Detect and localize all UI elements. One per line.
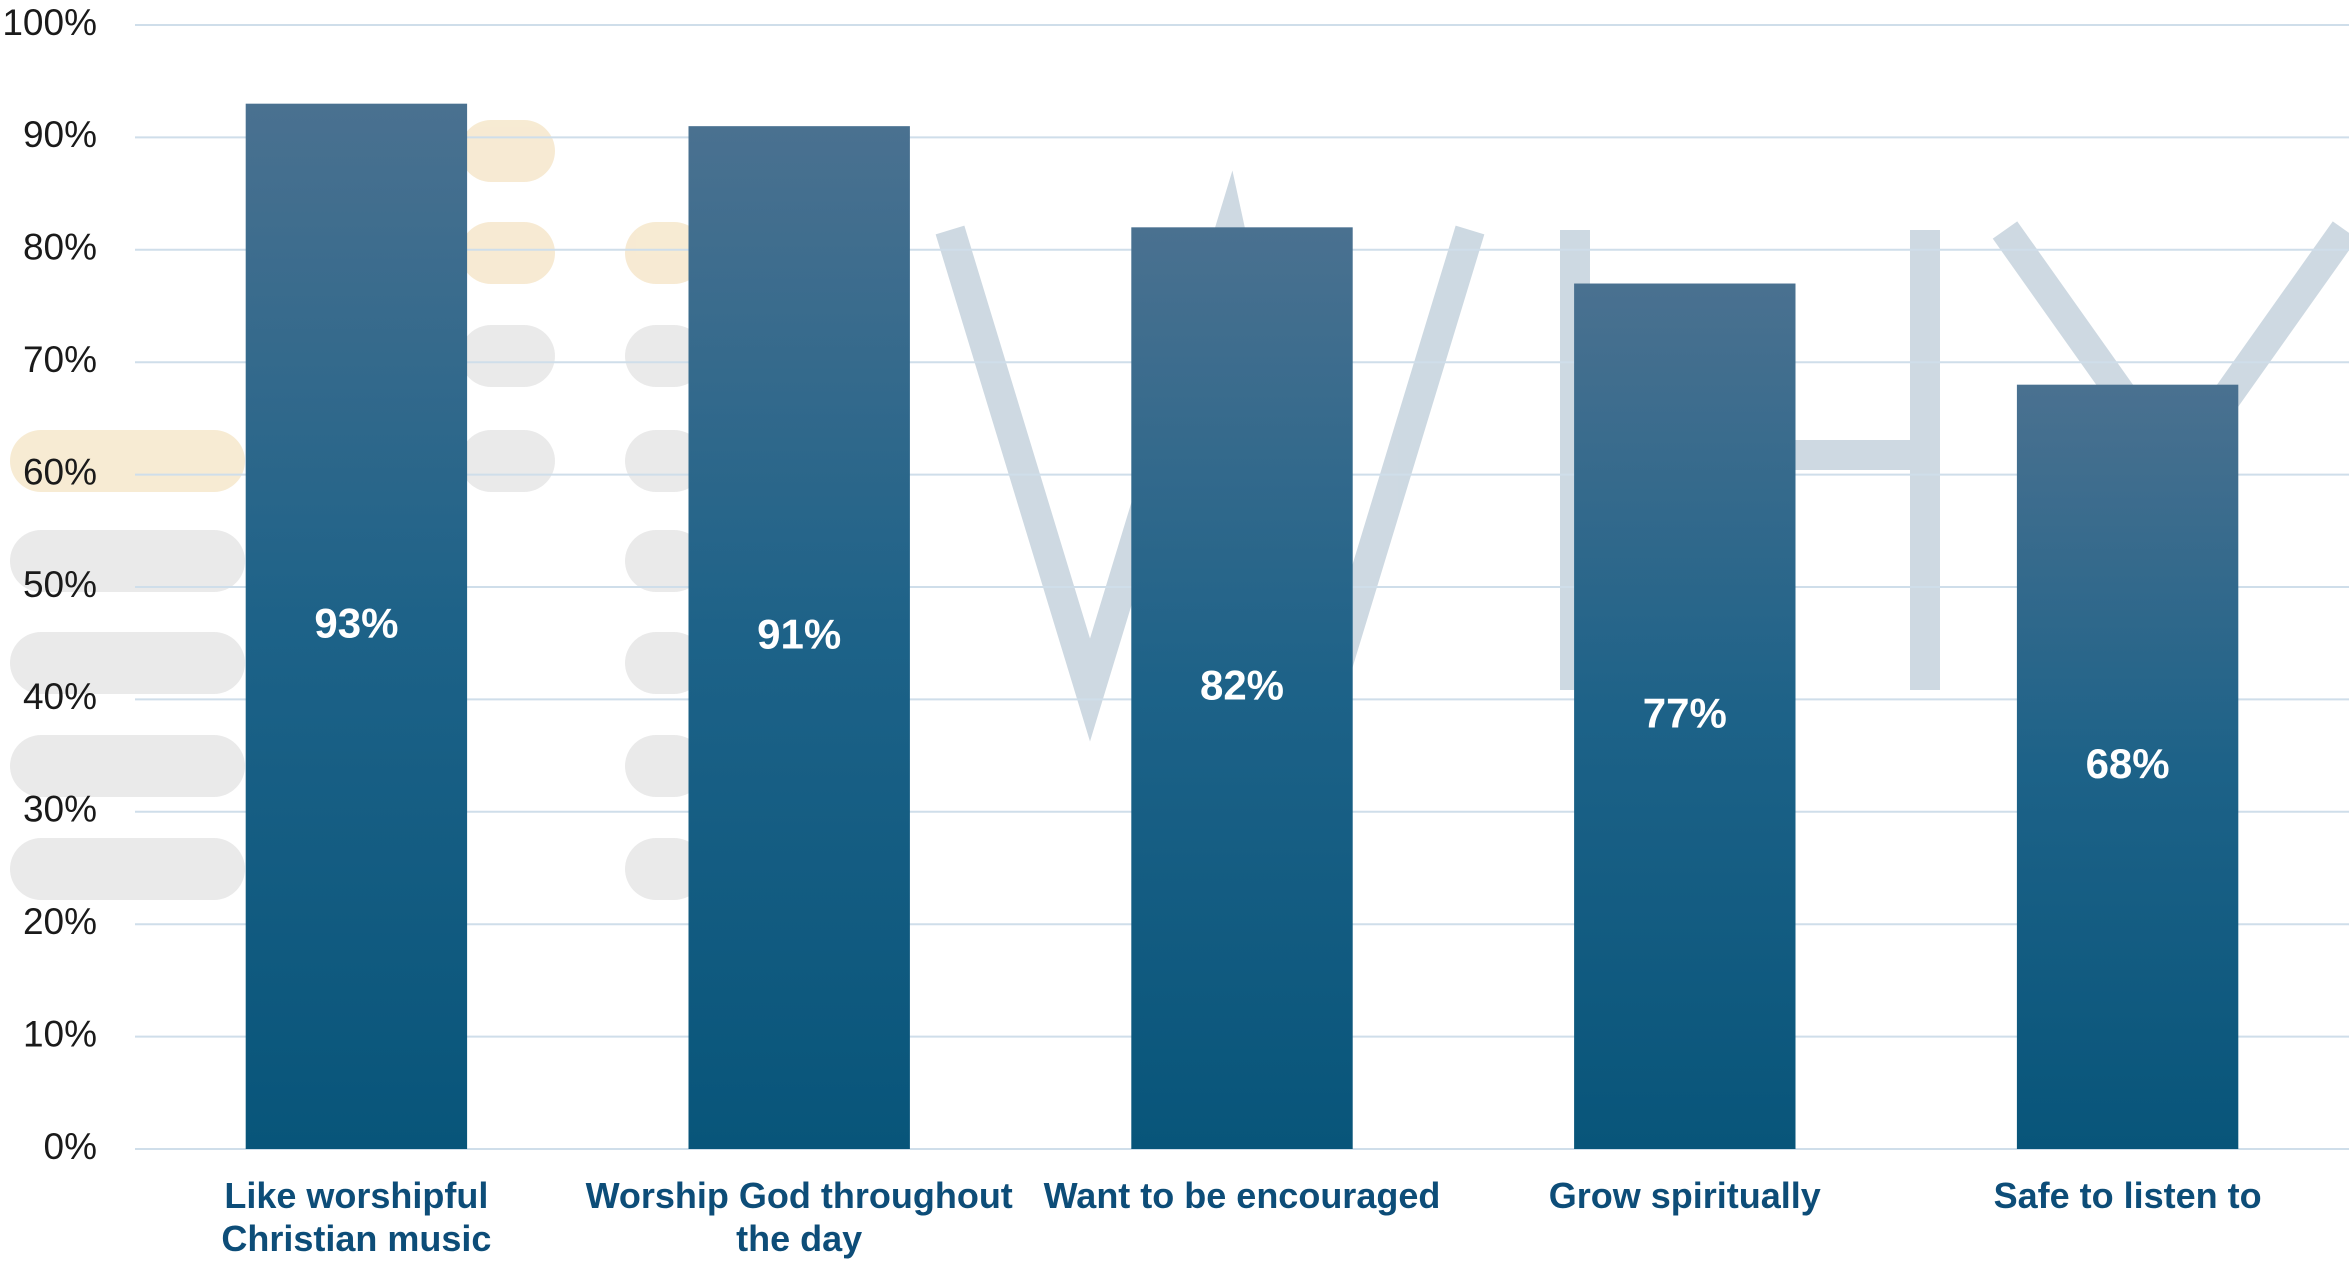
bar xyxy=(1574,283,1796,1149)
y-tick-label: 100% xyxy=(2,2,97,43)
value-label: 77% xyxy=(1643,689,1727,736)
bar xyxy=(2016,384,2239,1149)
y-tick-label: 60% xyxy=(23,451,97,492)
y-tick-label: 70% xyxy=(23,339,97,380)
value-label: 91% xyxy=(757,611,841,658)
y-tick-label: 20% xyxy=(23,901,97,942)
y-tick-label: 80% xyxy=(23,227,97,268)
y-tick-label: 30% xyxy=(23,789,97,830)
x-tick-label: Like worshipful Christian music xyxy=(221,1175,492,1259)
bar xyxy=(688,126,910,1149)
y-tick-label: 50% xyxy=(23,564,97,605)
y-tick-label: 40% xyxy=(23,676,97,717)
value-label: 93% xyxy=(314,599,398,646)
value-label: 68% xyxy=(2086,740,2170,787)
x-tick-label: Grow spiritually xyxy=(1548,1175,1821,1216)
watermark xyxy=(10,120,2349,900)
bar xyxy=(245,103,468,1149)
x-tick-label: Worship God throughout the day xyxy=(585,1175,1013,1259)
y-tick-label: 10% xyxy=(23,1013,97,1054)
y-tick-label: 0% xyxy=(44,1126,97,1167)
x-tick-label: Safe to listen to xyxy=(1993,1175,2262,1216)
bar xyxy=(1131,227,1353,1149)
value-label: 82% xyxy=(1200,661,1284,708)
y-tick-label: 90% xyxy=(23,114,97,155)
x-tick-label: Want to be encouraged xyxy=(1043,1175,1441,1216)
